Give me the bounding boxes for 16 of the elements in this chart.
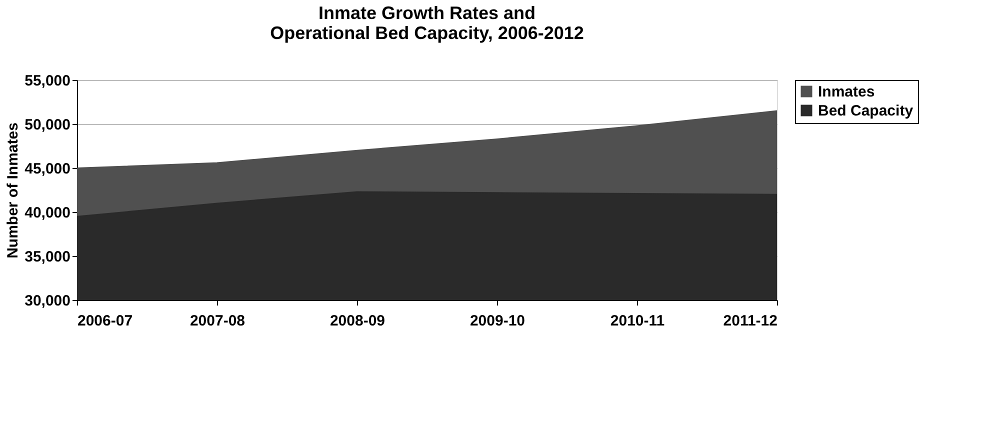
x-tick-label: 2008-09 [330, 312, 386, 330]
x-tick-label: 2010-11 [610, 312, 665, 330]
y-axis-title: Number of Inmates [4, 122, 22, 258]
y-tick-label: 30,000 [24, 292, 70, 310]
x-tick-label: 2007-08 [190, 312, 246, 330]
x-tick-label: 2006-07 [78, 312, 133, 330]
y-tick-label: 55,000 [24, 72, 70, 90]
y-tick-label: 45,000 [24, 160, 70, 178]
chart-title: Inmate Growth Rates and Operational Bed Capacity, 2006-2012 [270, 3, 584, 43]
y-tick-label: 50,000 [24, 116, 70, 134]
x-tick-label: 2009-10 [470, 312, 526, 330]
y-tick-label: 35,000 [24, 248, 70, 266]
x-tick-label: 2011-12 [723, 312, 778, 330]
legend-label: Bed Capacity [818, 102, 914, 120]
y-tick-label: 40,000 [24, 204, 70, 222]
legend-label: Inmates [818, 84, 875, 100]
